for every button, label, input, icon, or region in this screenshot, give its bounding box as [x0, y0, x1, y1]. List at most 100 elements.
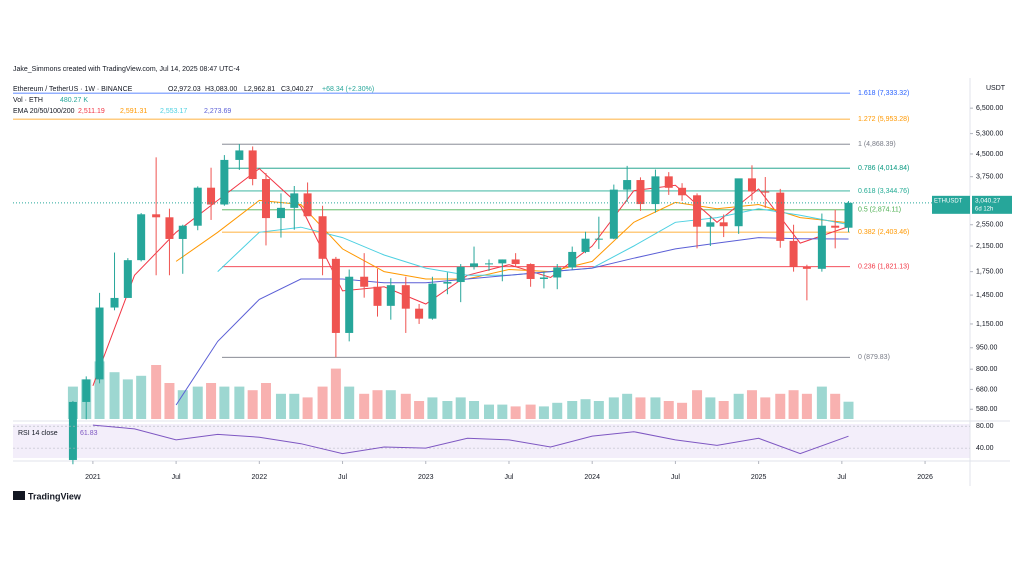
y-tick-label: 3,750.00	[976, 174, 1003, 181]
fib-label: 0.236 (1,821.13)	[858, 264, 909, 271]
volume-bar	[567, 401, 578, 419]
candle-body	[844, 202, 853, 228]
candle-body	[776, 192, 785, 241]
volume-last: 480.27 K	[60, 97, 88, 104]
volume-bar	[359, 393, 370, 419]
candle-body	[594, 238, 603, 240]
last-price-symbol: ETHUSDT	[934, 198, 963, 204]
ema-label: EMA 20/50/100/200	[13, 108, 75, 115]
candle-body	[193, 187, 202, 226]
volume-bar	[677, 402, 688, 419]
ohlc-open: O2,972.03	[168, 86, 201, 93]
volume-bar	[109, 372, 120, 419]
candle-body	[511, 259, 520, 265]
candle-body	[401, 285, 410, 309]
y-tick-label: 950.00	[976, 345, 998, 352]
y-tick-label: 2,150.00	[976, 243, 1003, 250]
ema-value: 2,511.19	[78, 108, 105, 115]
last-price-label: 3,040.27	[975, 198, 1001, 205]
volume-bar	[455, 397, 466, 419]
volume-bar	[705, 397, 716, 419]
x-tick-label: 2021	[85, 474, 101, 481]
candle-body	[152, 214, 161, 218]
volume-bar	[219, 386, 230, 419]
candle-body	[761, 191, 770, 193]
candle-body	[747, 178, 756, 192]
fib-label: 0 (879.83)	[858, 354, 890, 361]
volume-bar	[816, 386, 827, 419]
candle-body	[609, 189, 618, 239]
candle-body	[553, 267, 562, 278]
ema-value: 2,591.31	[120, 108, 147, 115]
volume-bar	[302, 397, 313, 419]
candle-body	[719, 222, 728, 227]
candle-body	[360, 276, 369, 287]
x-tick-label: 2024	[584, 474, 600, 481]
candle-body	[276, 207, 285, 219]
candle-body	[568, 251, 577, 268]
last-price-tag	[932, 195, 970, 214]
fib-label: 1.618 (7,333.32)	[858, 90, 909, 97]
candle-body	[290, 193, 299, 208]
volume-bar	[552, 402, 563, 419]
fib-label: 0.5 (2,874.11)	[858, 207, 901, 214]
candle-body	[248, 150, 257, 180]
volume-bar	[525, 404, 536, 419]
candle-body	[165, 217, 174, 239]
volume-bar	[788, 390, 799, 419]
candle-body	[443, 282, 452, 284]
candle-body	[526, 264, 535, 279]
candle-body	[303, 193, 312, 217]
candle-body	[498, 259, 507, 264]
x-tick-label: Jul	[671, 474, 680, 481]
candle-body	[373, 286, 382, 306]
candle-body	[220, 159, 229, 205]
symbol: Ethereum / TetherUS · 1W · BINANCE	[13, 86, 133, 93]
volume-bar	[317, 386, 328, 419]
change: +68.34 (+2.30%)	[322, 86, 374, 93]
candle-body	[261, 179, 270, 219]
candle-body	[331, 258, 340, 333]
candle-body	[693, 195, 702, 227]
candle-body	[734, 178, 743, 227]
volume-bar	[344, 386, 355, 419]
volume-bar	[206, 383, 217, 419]
volume-bar	[580, 399, 591, 419]
volume-bar	[538, 406, 549, 419]
volume-bar	[122, 379, 133, 419]
y-tick-label: 800.00	[976, 366, 998, 373]
rsi-tick-label: 80.00	[976, 423, 994, 430]
volume-bar	[801, 393, 812, 419]
volume-bar	[843, 401, 854, 419]
volume-label: Vol · ETH	[13, 97, 43, 104]
rsi-pane	[13, 424, 970, 458]
ohlc-low: L2,962.81	[244, 86, 275, 93]
candle-body	[456, 266, 465, 283]
candle-body	[623, 180, 632, 190]
rsi-line	[92, 424, 849, 455]
fib-label: 1 (4,868.39)	[858, 141, 896, 148]
volume-bar	[775, 393, 786, 419]
volume-bar	[593, 401, 604, 419]
volume-bar	[484, 404, 495, 419]
x-tick-label: 2023	[418, 474, 434, 481]
ema-line	[175, 199, 849, 280]
volume-bar	[427, 397, 438, 419]
volume-bar	[760, 397, 771, 419]
volume-bar	[650, 397, 661, 419]
x-tick-label: Jul	[504, 474, 513, 481]
candle-body	[706, 222, 715, 227]
ema-value: 2,553.17	[160, 108, 187, 115]
candle-body	[345, 276, 354, 333]
volume-bar	[469, 401, 480, 419]
fib-label: 0.382 (2,403.46)	[858, 229, 909, 236]
candle-body	[470, 263, 479, 267]
candle-body	[802, 266, 811, 269]
x-tick-label: 2026	[917, 474, 933, 481]
candle-body	[789, 240, 798, 267]
y-tick-label: 2,550.00	[976, 222, 1003, 229]
x-tick-label: Jul	[837, 474, 846, 481]
last-price-box	[972, 195, 1012, 214]
y-tick-label: 580.00	[976, 406, 998, 413]
